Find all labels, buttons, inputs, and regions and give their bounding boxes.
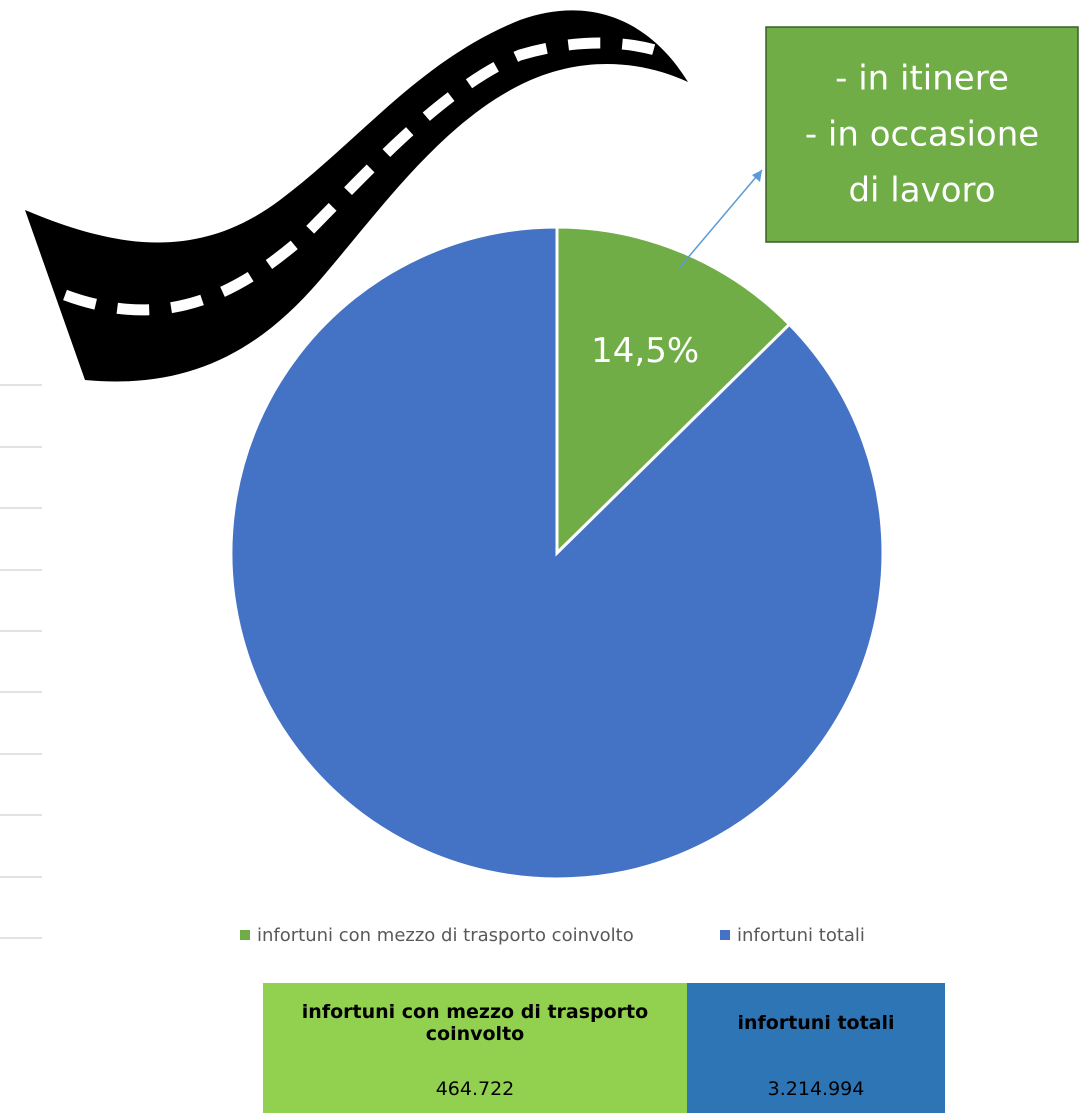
callout-arrow	[679, 169, 763, 268]
slice-label: 14,5%	[591, 331, 699, 371]
legend-label: infortuni con mezzo di trasporto coinvol…	[257, 925, 634, 946]
table-value: 464.722	[263, 1063, 687, 1113]
callout-text: - in itinere	[835, 59, 1009, 99]
legend-swatch	[240, 930, 250, 940]
chart: - in itinere - in occasione di lavoro 14…	[0, 10, 1079, 946]
callout-text: - in occasione	[805, 115, 1039, 155]
decor-lines	[0, 384, 42, 939]
table-header: infortuni totali	[687, 983, 945, 1063]
callout-text: di lavoro	[848, 171, 995, 211]
table-header: infortuni con mezzo di trasporto coinvol…	[263, 983, 687, 1063]
legend-swatch	[720, 930, 730, 940]
road-icon	[25, 10, 688, 382]
data-table: infortuni con mezzo di trasporto coinvol…	[263, 983, 945, 1113]
legend-label: infortuni totali	[737, 925, 865, 946]
pie	[229, 225, 885, 881]
table-value: 3.214.994	[687, 1063, 945, 1113]
arrow-head	[752, 170, 762, 182]
pie-slice	[555, 225, 792, 557]
pie-slice	[229, 225, 885, 881]
callout-box	[765, 26, 1079, 243]
